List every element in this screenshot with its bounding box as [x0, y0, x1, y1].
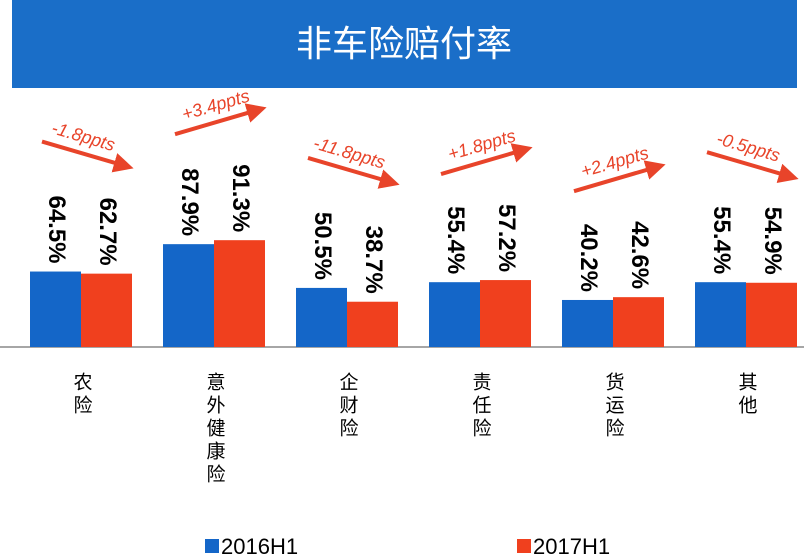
value-label: 42.6%: [626, 221, 653, 289]
x-tick-label: 其他: [736, 372, 758, 418]
value-label: 55.4%: [708, 206, 735, 274]
change-label: -1.8ppts: [49, 118, 117, 155]
legend-label: 2017H1: [533, 534, 610, 559]
x-tick-label: 责任险: [470, 372, 492, 441]
value-label: 54.9%: [759, 207, 786, 275]
x-tick-label: 农险: [71, 372, 93, 418]
change-arrow: [174, 103, 267, 137]
legend-swatch: [517, 539, 531, 553]
value-label: 40.2%: [575, 224, 602, 292]
legend-swatch: [205, 539, 219, 553]
title-banner: [12, 0, 797, 88]
x-tick-label: 意外健康险: [204, 372, 226, 487]
change-label: +2.4ppts: [578, 143, 650, 182]
bar: [562, 299, 613, 347]
value-label: 91.3%: [227, 164, 254, 232]
value-label: 62.7%: [94, 198, 121, 266]
bar: [296, 287, 347, 347]
change-label: +3.4ppts: [179, 86, 251, 125]
change-label: -0.5ppts: [714, 128, 782, 165]
bar: [214, 240, 265, 347]
bar: [347, 301, 398, 347]
value-label: 50.5%: [309, 212, 336, 280]
change-arrow: [41, 139, 134, 173]
bar: [695, 282, 746, 347]
value-label: 38.7%: [360, 226, 387, 294]
bar: [480, 280, 531, 347]
chart-title: 非车险赔付率: [296, 24, 512, 65]
value-label: 87.9%: [176, 168, 203, 236]
bar: [163, 244, 214, 347]
value-label: 57.2%: [493, 204, 520, 272]
bar: [613, 297, 664, 347]
x-tick-label: 货运险: [603, 372, 625, 441]
bar: [81, 273, 132, 347]
bar: [746, 282, 797, 347]
change-arrow: [440, 143, 533, 176]
change-label: -11.8ppts: [311, 133, 387, 173]
change-arrow: [706, 150, 799, 183]
x-tick-label: 企财险: [337, 372, 359, 441]
bar: [429, 282, 480, 347]
value-label: 64.5%: [43, 195, 70, 263]
legend-label: 2016H1: [221, 534, 298, 559]
value-label: 55.4%: [442, 206, 469, 274]
change-arrow: [573, 160, 666, 194]
change-arrow: [307, 155, 400, 189]
bar: [30, 271, 81, 347]
change-label: +1.8ppts: [445, 126, 517, 165]
